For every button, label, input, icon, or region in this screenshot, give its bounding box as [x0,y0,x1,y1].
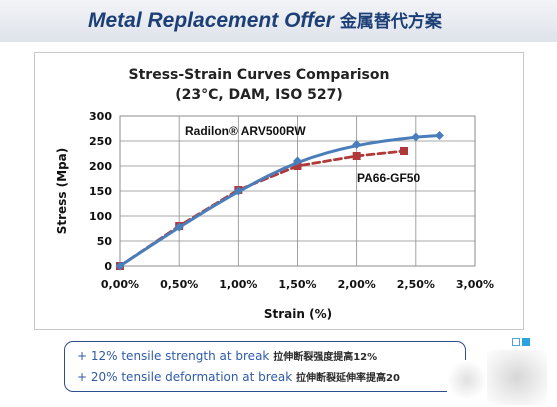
series-line-radilon [118,134,441,268]
y-axis-title: Stress (Mpa) [55,148,69,235]
deco-square-outline [512,338,520,346]
series-label-pa66: PA66-GF50 [357,171,420,185]
data-point-radilon [352,140,362,149]
data-point-radilon [435,131,444,140]
benefits-callout: + 12% tensile strength at break 拉伸断裂强度提高… [64,341,466,392]
data-point-radilon [174,222,184,232]
y-tick-label: 250 [89,135,112,148]
y-tick-label: 150 [89,185,112,198]
blurred-watermark [487,350,547,405]
data-point-pa66 [400,147,408,155]
data-point-radilon [293,156,302,166]
x-tick-label: 1,00% [219,278,257,291]
series-label-radilon: Radilon® ARV500RW [185,124,306,138]
data-point-radilon [233,186,243,196]
data-point-pa66 [293,162,302,170]
y-tick-label: 300 [89,110,112,123]
page-title: Metal Replacement Offer 金属替代方案 [88,7,442,33]
y-tick-label: 100 [89,210,112,223]
chart-subtitle: (23°C, DAM, ISO 527) [175,87,343,103]
y-tick-label: 50 [97,235,113,248]
x-tick-label: 0,50% [160,278,198,291]
x-tick-label: 2,50% [397,278,435,291]
benefit-deformation: + 20% tensile deformation at break 拉伸断裂延… [77,369,400,384]
chart-title: Stress-Strain Curves Comparison [129,67,390,83]
page-title-cn: 金属替代方案 [339,12,442,31]
header-bar: Metal Replacement Offer 金属替代方案 [0,0,557,42]
benefit-strength-en: + 12% tensile strength at break [77,349,270,363]
x-tick-label: 3,00% [456,278,494,291]
x-axis-title: Strain (%) [264,307,332,321]
x-tick-label: 2,00% [338,278,376,291]
x-tick-label: 1,50% [278,278,316,291]
benefit-strength-cn: 拉伸断裂强度提高12% [273,352,378,363]
page-title-en: Metal Replacement Offer [88,9,334,32]
benefit-deformation-cn: 拉伸断裂延伸率提高20 [295,373,400,384]
x-tick-label: 0,00% [101,278,139,291]
benefit-deformation-en: + 20% tensile deformation at break [77,370,293,384]
data-point-pa66 [352,152,361,160]
y-tick-label: 0 [104,260,112,273]
chart-panel: 0 50 100 150 200 250 300 0,00% 0,50% 1,00% 1,50% 2,… [34,52,524,330]
data-point-radilon [115,261,125,271]
series-line-pa66 [118,149,406,268]
blurred-watermark-left [447,360,487,400]
stress-strain-chart: 0 50 100 150 200 250 300 0,00% 0,50% 1,00% 1,50% 2,… [55,67,494,321]
y-tick-label: 200 [89,160,112,173]
data-point-radilon [411,132,421,142]
benefit-strength: + 12% tensile strength at break 拉伸断裂强度提高… [77,348,377,363]
deco-square-filled [522,338,530,346]
decorative-squares [512,331,532,350]
